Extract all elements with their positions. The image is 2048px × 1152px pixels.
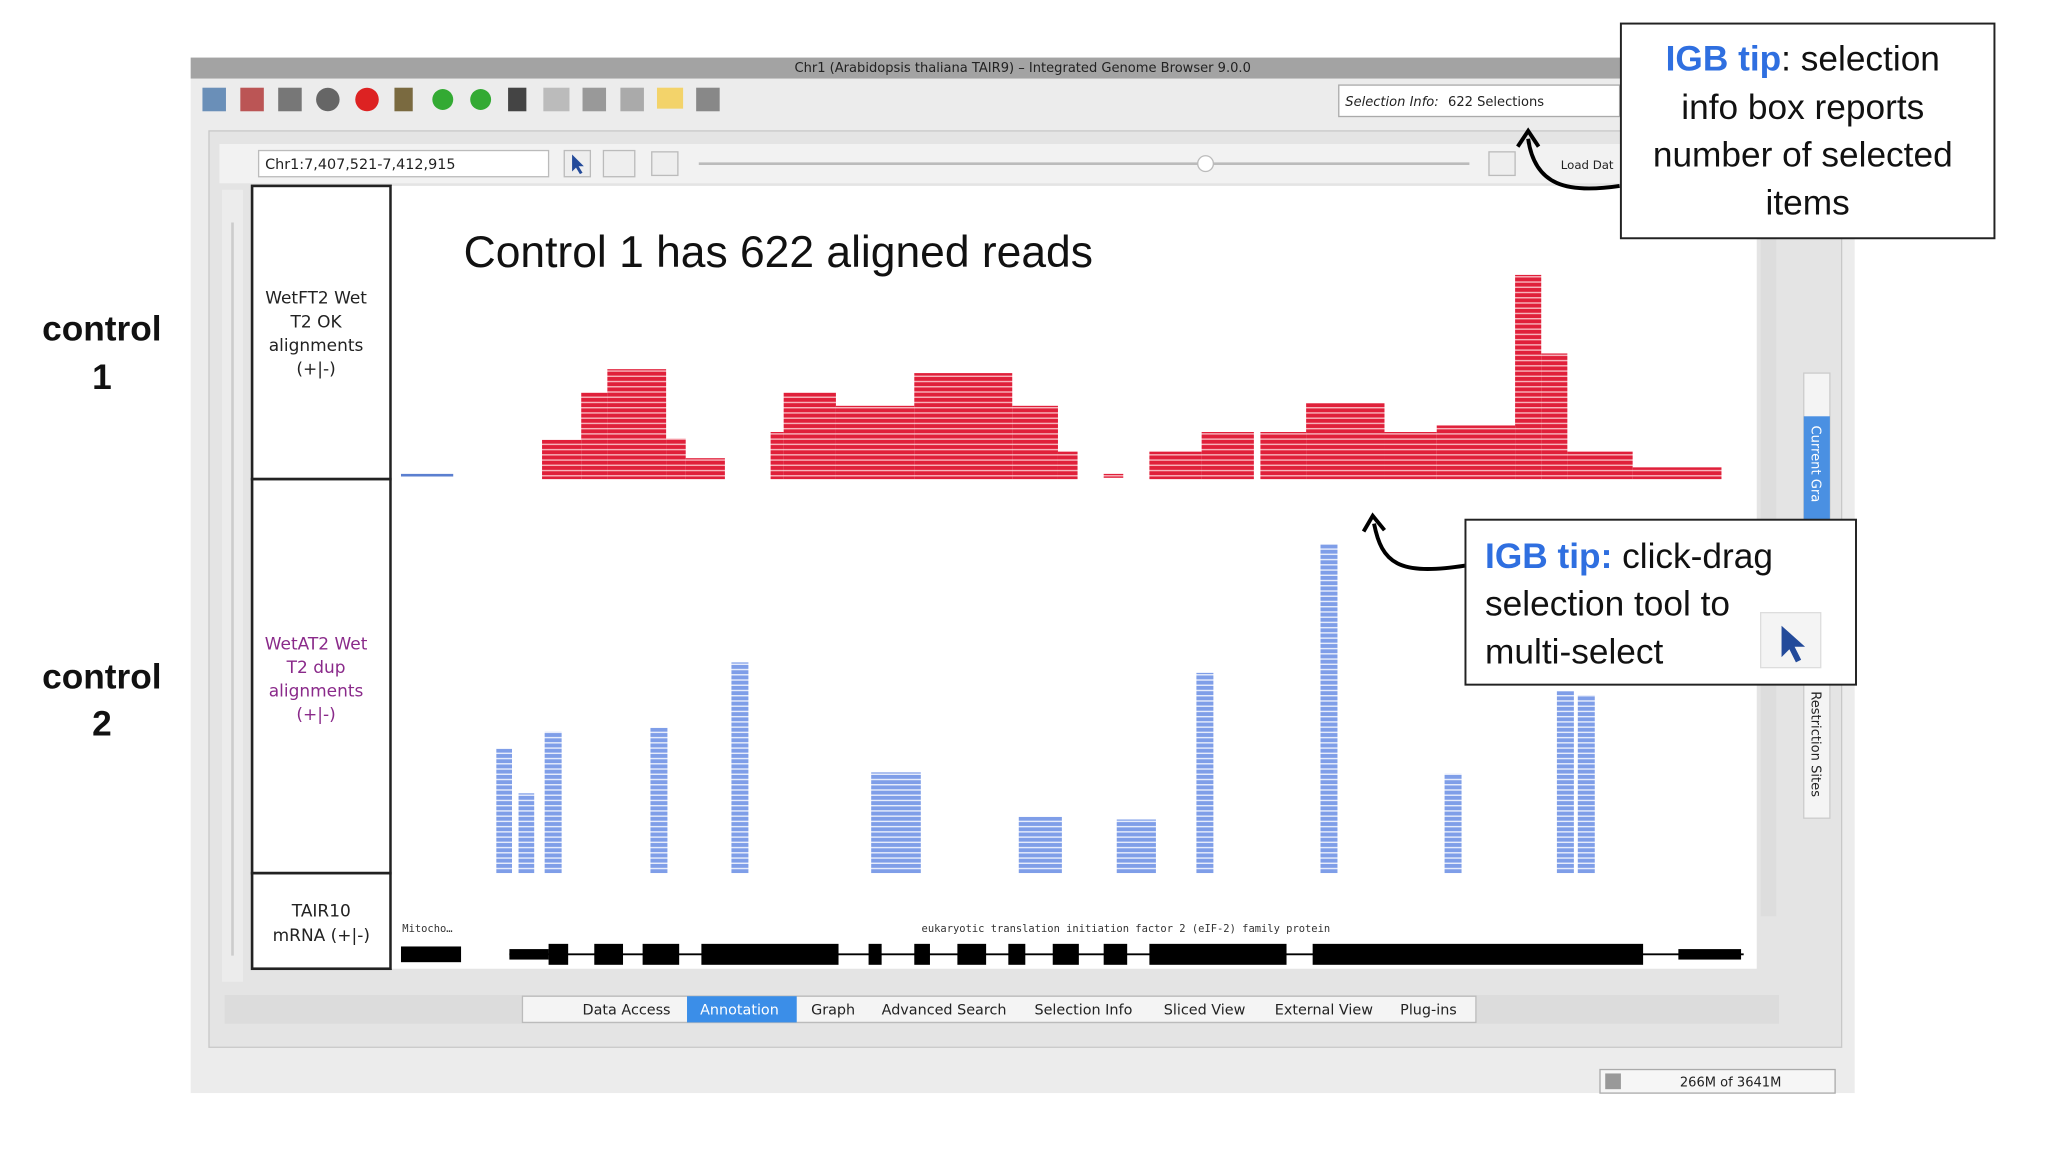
- pointer-icon: [572, 154, 584, 175]
- memory-box: [1599, 1068, 1836, 1094]
- selection-label: Selection Info:: [1345, 95, 1438, 110]
- text-line: IGB tip:: [1485, 537, 1612, 576]
- side-tab[interactable]: [1803, 416, 1830, 522]
- track-name: WetAT2 Wet T2 dup alignments (+|-): [265, 634, 368, 725]
- text-line: items: [1766, 184, 1850, 223]
- toolbar: [202, 87, 720, 112]
- slider-thumb[interactable]: [1197, 155, 1215, 173]
- arrow-head: [1361, 512, 1387, 533]
- callout-text: IGB tip: selection info box reports numb…: [1653, 40, 1963, 223]
- text-line: (+|-): [296, 705, 335, 725]
- tab[interactable]: Annotation: [700, 1003, 779, 1019]
- side-tab-label: Current Gra: [1808, 425, 1823, 502]
- headline: Control 1 has 622 aligned reads: [464, 228, 1093, 277]
- text-line: selection tool to: [1485, 584, 1730, 623]
- callout-arrow: [1526, 138, 1620, 191]
- read-pileup: [496, 544, 1595, 874]
- row-label: control 1: [42, 309, 161, 396]
- tool-icon[interactable]: [508, 87, 527, 112]
- text-line: control: [42, 309, 161, 348]
- arrow-head: [1516, 127, 1541, 148]
- tool-icon[interactable]: [656, 87, 684, 109]
- zoom-out[interactable]: [651, 151, 679, 177]
- track-label: [250, 871, 392, 971]
- track-name: WetFT2 Wet T2 OK alignments (+|-): [265, 289, 367, 380]
- row-label: control 2: [42, 658, 161, 744]
- tab[interactable]: Graph: [811, 1003, 855, 1019]
- text-line: mRNA (+|-): [273, 926, 370, 946]
- text-line: info box reports: [1681, 88, 1924, 127]
- text-line: WetFT2 Wet: [265, 289, 367, 309]
- location-text: Chr1:7,407,521-7,412,915: [265, 157, 455, 173]
- tab[interactable]: External View: [1275, 1003, 1373, 1019]
- tool-icon[interactable]: [470, 89, 492, 110]
- gene-label: Mitocho…: [402, 923, 452, 935]
- side-tab-label: Restriction Sites: [1808, 691, 1823, 797]
- tab[interactable]: Sliced View: [1164, 1003, 1246, 1019]
- title-bar: [190, 57, 1855, 79]
- callout: [1619, 22, 1996, 240]
- text-line: click-drag: [1612, 537, 1773, 576]
- callout-arrow: [1372, 523, 1466, 571]
- text-line: alignments: [269, 336, 364, 356]
- tool-icon[interactable]: [240, 87, 264, 112]
- text-line: IGB tip: [1666, 40, 1782, 79]
- text-line: 2: [92, 705, 112, 744]
- tool-icon[interactable]: [582, 87, 607, 112]
- load-data[interactable]: Load Dat: [1561, 158, 1614, 172]
- selection-count: 622 Selections: [1448, 95, 1544, 110]
- track-label: [250, 184, 392, 481]
- text-line: T2 dup: [286, 658, 346, 678]
- tool-icon[interactable]: [202, 87, 226, 112]
- tool-icon[interactable]: [432, 89, 454, 110]
- pointer-icon: [1781, 625, 1806, 663]
- text-line: : selection: [1781, 40, 1940, 79]
- zoom-in[interactable]: [1488, 151, 1516, 177]
- location-input[interactable]: [257, 149, 550, 178]
- tool-icon[interactable]: [696, 87, 720, 112]
- text-line: T2 OK: [290, 312, 343, 332]
- callout-text: IGB tip: click-drag selection tool to mu…: [1485, 537, 1783, 672]
- tool-icon[interactable]: [316, 87, 340, 112]
- tab[interactable]: Plug-ins: [1400, 1003, 1457, 1019]
- scroll-tool[interactable]: [602, 149, 636, 178]
- track-name: TAIR10 mRNA (+|-): [273, 901, 370, 946]
- tool-icon[interactable]: [543, 87, 570, 112]
- text-line: 1: [92, 358, 112, 397]
- tab-strip: [521, 995, 1477, 1024]
- window-title: Chr1 (Arabidopsis thaliana TAIR9) – Inte…: [794, 61, 1250, 76]
- text-line: multi-select: [1485, 633, 1663, 672]
- text-line: (+|-): [296, 359, 335, 379]
- select-tool[interactable]: [563, 149, 592, 178]
- selection-info-box: [1338, 84, 1621, 118]
- tab[interactable]: Data Access: [583, 1003, 671, 1019]
- tool-icon[interactable]: [394, 87, 413, 112]
- tool-icon[interactable]: [355, 87, 379, 112]
- tab[interactable]: Advanced Search: [882, 1003, 1007, 1019]
- text-line: number of selected: [1653, 135, 1953, 174]
- selection-info: Selection Info: 622 Selections: [1345, 95, 1544, 110]
- active-tab[interactable]: [687, 996, 797, 1023]
- read-pileup: [400, 274, 1722, 480]
- trash-icon[interactable]: [1605, 1073, 1621, 1090]
- gene-model: [400, 943, 1744, 965]
- tabs: Data Access Annotation Graph Advanced Se…: [583, 1003, 1457, 1019]
- tab[interactable]: Selection Info: [1034, 1003, 1132, 1019]
- text-line: control: [42, 658, 161, 697]
- memory-text: 266M of 3641M: [1680, 1076, 1782, 1091]
- text-line: alignments: [269, 681, 364, 701]
- text-line: TAIR10: [291, 901, 351, 921]
- text-line: WetAT2 Wet: [265, 634, 368, 654]
- tool-icon[interactable]: [278, 87, 302, 112]
- gene-label: eukaryotic translation initiation factor…: [922, 923, 1331, 935]
- tool-icon[interactable]: [620, 87, 644, 112]
